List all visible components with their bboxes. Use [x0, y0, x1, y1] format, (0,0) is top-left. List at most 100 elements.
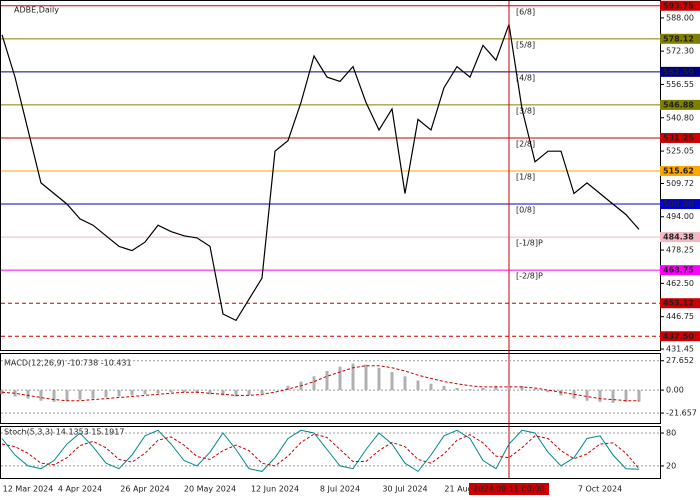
- macd-bar: [143, 390, 147, 395]
- x-tick-label: 7 Oct 2024: [578, 485, 622, 494]
- macd-bar: [455, 387, 459, 391]
- y-tick-label: 509.72: [666, 179, 694, 188]
- level-label: 578.12: [663, 34, 694, 43]
- macd-bar: [234, 390, 238, 397]
- macd-bar: [247, 390, 251, 396]
- y-tick-label: 446.75: [666, 312, 694, 321]
- level-label-box: [660, 331, 700, 342]
- macd-bar: [117, 390, 121, 397]
- y-tick-label: 556.55: [666, 80, 694, 89]
- macd-bar: [585, 390, 589, 401]
- level-tag: [-1/8]P: [516, 239, 543, 248]
- x-tick-label: 12 Jun 2024: [251, 485, 299, 494]
- macd-bar: [52, 390, 56, 402]
- x-tick-label: 8 Jul 2024: [320, 485, 360, 494]
- macd-bar: [208, 390, 212, 395]
- level-label: 593.75: [663, 1, 694, 10]
- level-label-box: [660, 199, 700, 210]
- macd-bar: [364, 364, 368, 391]
- stoch-pane: [0, 426, 661, 479]
- macd-bar: [559, 390, 563, 396]
- x-tick-label: 4 Apr 2024: [58, 485, 102, 494]
- y-tick-label: 525.05: [666, 147, 694, 156]
- level-tag: [0/8]: [516, 206, 535, 215]
- macd-bar: [507, 384, 511, 391]
- macd-bar: [520, 385, 524, 391]
- macd-bar: [338, 366, 342, 391]
- macd-bar: [156, 390, 160, 394]
- y-tick-label: 540.80: [666, 113, 694, 122]
- macd-bar: [78, 390, 82, 400]
- price-line: [1, 24, 640, 322]
- level-label: 453.12: [663, 299, 694, 308]
- macd-bar: [377, 367, 381, 391]
- level-tag: [3/8]: [516, 106, 535, 115]
- y-tick-label: -21.657: [666, 409, 697, 418]
- level-label-box: [660, 232, 700, 243]
- macd-bar: [533, 389, 537, 391]
- level-tag: [5/8]: [516, 40, 535, 49]
- stoch-line: [1, 433, 640, 470]
- x-tick-label: 12 Mar 2024: [3, 485, 54, 494]
- level-label: 531.25: [663, 133, 694, 142]
- level-tag: [4/8]: [516, 73, 535, 82]
- crosshair-label-box: [469, 483, 549, 495]
- y-tick-label: 431.45: [666, 345, 694, 354]
- macd-bar: [26, 390, 30, 399]
- macd-bar: [221, 390, 225, 396]
- level-label-box: [660, 0, 700, 11]
- macd-bar: [494, 385, 498, 391]
- level-label: 500.00: [663, 200, 694, 209]
- macd-bar: [598, 390, 602, 402]
- macd-bar: [325, 370, 329, 391]
- level-tag: [1/8]: [516, 173, 535, 182]
- level-label: 437.50: [663, 332, 694, 341]
- macd-bar: [416, 380, 420, 391]
- level-label-box: [660, 132, 700, 143]
- level-label-box: [660, 265, 700, 276]
- x-tick-label: 30 Jul 2024: [382, 485, 427, 494]
- level-label: 468.75: [663, 266, 694, 275]
- macd-bar: [637, 390, 641, 402]
- y-tick-label: 0.00: [666, 386, 684, 395]
- level-label-box: [660, 166, 700, 177]
- macd-bar: [182, 390, 186, 393]
- macd-bar: [312, 376, 316, 391]
- macd-bar: [286, 385, 290, 391]
- macd-bar: [624, 390, 628, 402]
- macd-bar: [481, 387, 485, 391]
- macd-bar: [169, 390, 173, 393]
- macd-bar: [39, 390, 43, 401]
- level-label: 562.50: [663, 67, 694, 76]
- level-label-box: [660, 99, 700, 110]
- level-tag: [2/8]: [516, 139, 535, 148]
- macd-bar: [403, 376, 407, 391]
- y-tick-label: 20: [666, 461, 676, 470]
- macd-bar: [260, 390, 264, 394]
- macd-label: MACD(12,26,9) -10.738 -10.431: [4, 359, 132, 368]
- level-label: 515.62: [663, 167, 694, 176]
- y-tick-label: 27.652: [666, 356, 694, 365]
- macd-bar: [429, 383, 433, 391]
- y-tick-label: 572.30: [666, 47, 694, 56]
- macd-bar: [104, 390, 108, 398]
- crosshair-label: 2024.09.11 00:00: [473, 485, 544, 494]
- macd-pane: [0, 353, 661, 424]
- y-tick-label: 588.00: [666, 13, 694, 22]
- level-tag: [-2/8]P: [516, 272, 543, 281]
- macd-bar: [611, 390, 615, 403]
- macd-bar: [130, 390, 134, 396]
- macd-bar: [91, 390, 95, 399]
- macd-bar: [351, 363, 355, 391]
- level-tag: [6/8]: [516, 7, 535, 16]
- y-tick-label: 462.50: [666, 279, 694, 288]
- signal-line: [1, 365, 639, 402]
- macd-bar: [390, 372, 394, 391]
- chart-title: ADBE,Daily: [14, 6, 59, 15]
- level-label-box: [660, 33, 700, 44]
- level-label: 484.38: [663, 233, 694, 242]
- y-tick-label: 478.25: [666, 246, 694, 255]
- stoch-label: Stoch(5,3,3) 14.1353 15.1917: [4, 428, 124, 437]
